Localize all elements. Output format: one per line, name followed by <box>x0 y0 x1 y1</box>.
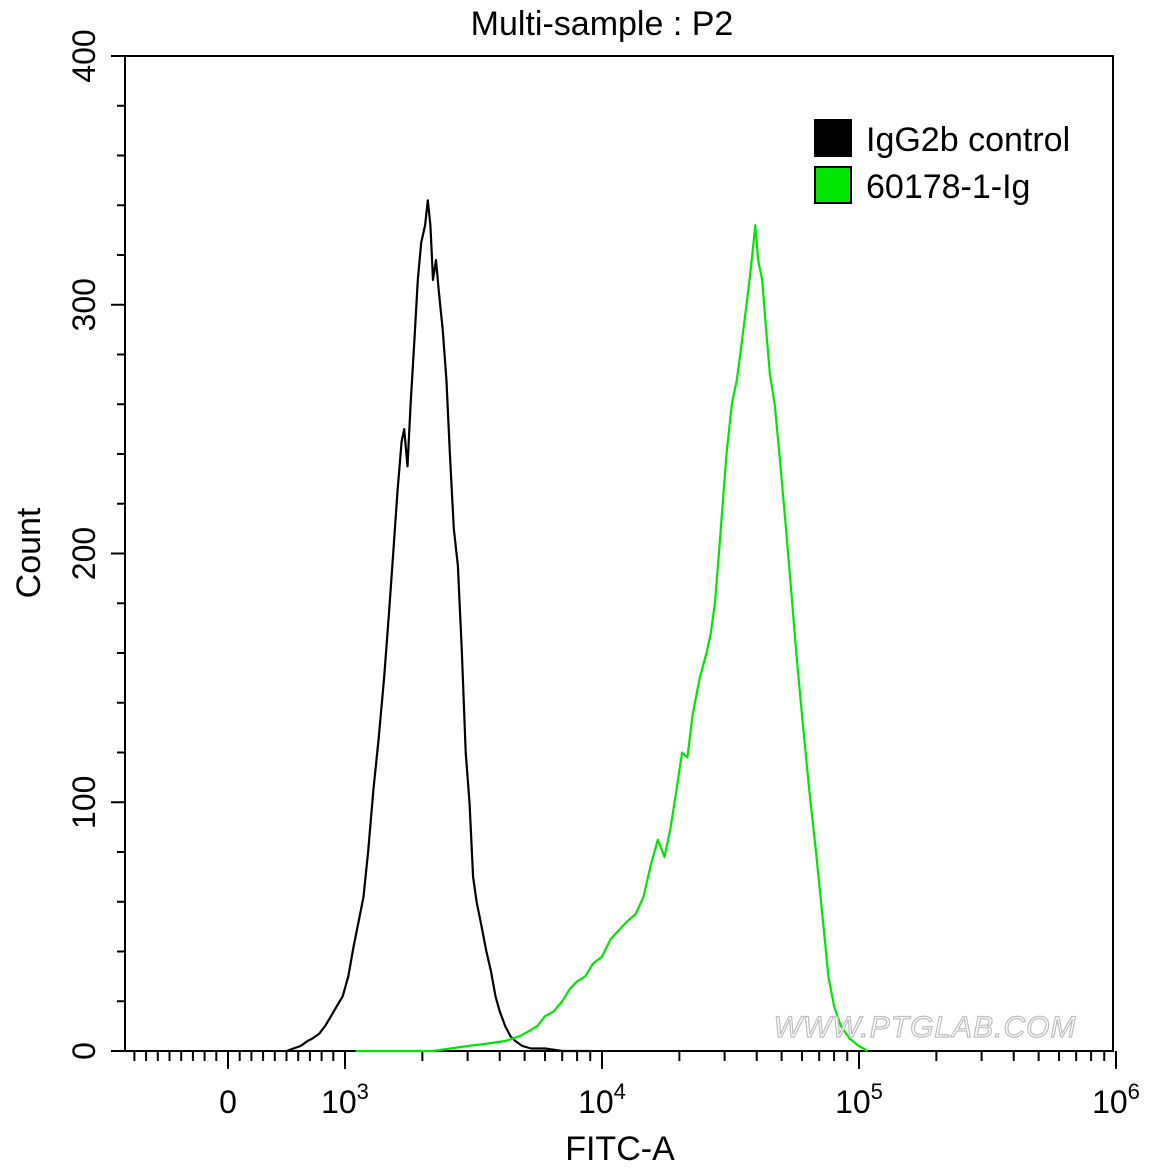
x-tick-label: 106 <box>1092 1079 1140 1120</box>
series-line-60178-1-ig <box>355 224 869 1053</box>
x-axis-label: FITC-A <box>565 1130 675 1168</box>
series-layer <box>286 199 869 1053</box>
legend-label: 60178-1-Ig <box>866 168 1030 206</box>
series-line-igg2b-control <box>286 199 591 1053</box>
y-tick-label: 400 <box>66 29 102 82</box>
legend-swatch <box>814 119 852 157</box>
y-tick-label: 0 <box>66 1042 102 1060</box>
legend-swatch <box>814 166 852 204</box>
y-tick-label: 200 <box>66 527 102 580</box>
y-tick-label: 300 <box>66 278 102 331</box>
x-tick-label: 0 <box>219 1084 237 1120</box>
y-axis-ticks: 0 100 200 300 400 <box>66 29 125 1060</box>
legend-label: IgG2b control <box>866 121 1070 159</box>
watermark: WWW.PTGLAB.COM <box>774 1011 1077 1044</box>
chart-title: Multi-sample : P2 <box>471 5 734 43</box>
x-tick-label: 104 <box>578 1079 626 1120</box>
x-tick-label: 103 <box>321 1079 369 1120</box>
y-axis-label: Count <box>10 507 48 598</box>
x-axis-ticks: 0 103 104 105 106 <box>133 1051 1140 1120</box>
y-tick-label: 100 <box>66 776 102 829</box>
legend: IgG2b control 60178-1-Ig <box>814 119 1070 206</box>
x-tick-label: 105 <box>835 1079 883 1120</box>
